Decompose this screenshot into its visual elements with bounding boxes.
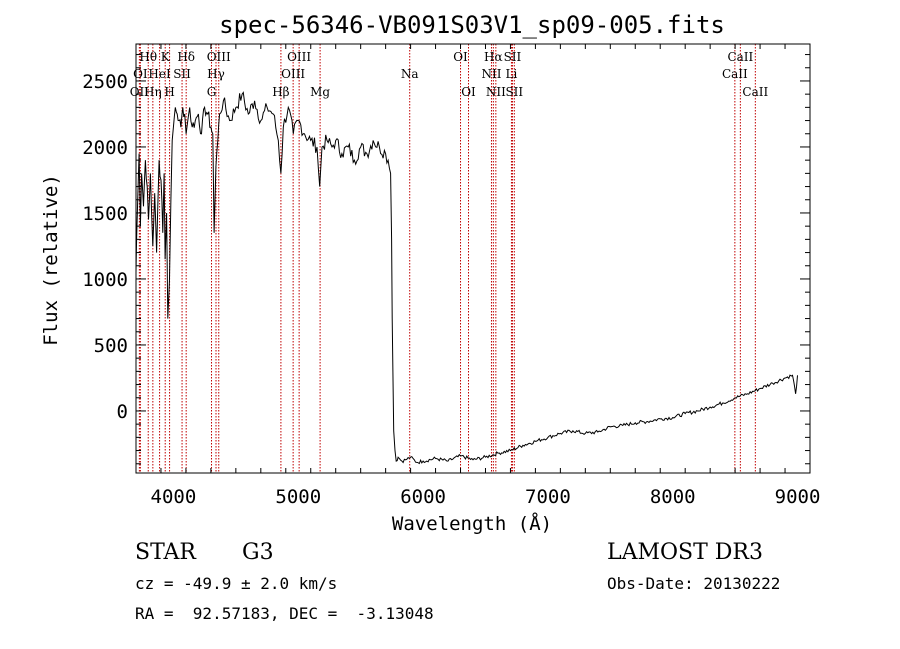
spectral-line-label: Mg [310, 85, 330, 99]
chart-title: spec-56346-VB091S03V1_sp09-005.fits [219, 11, 725, 39]
spectral-line-label: Hθ [139, 50, 157, 64]
y-axis-label: Flux (relative) [40, 174, 62, 346]
x-tick-label: 4000 [151, 486, 197, 508]
spectral-line-label: HeI [148, 67, 171, 81]
x-tick-label: 5000 [275, 486, 321, 508]
y-tick-label: 500 [94, 335, 128, 357]
y-tick-label: 2500 [82, 71, 128, 93]
survey-name: LAMOST DR3 [607, 540, 763, 565]
spectral-line-label: CaII [727, 50, 753, 64]
y-tick-label: 0 [117, 401, 128, 423]
redshift-velocity: cz = -49.9 ± 2.0 km/s [135, 574, 338, 593]
spectral-line-label: OIII [287, 50, 311, 64]
plot-frame [135, 43, 811, 474]
spectral-line-label: OI [133, 67, 148, 81]
spectral-line-label: Hα [484, 50, 503, 64]
x-tick-label: 9000 [775, 486, 821, 508]
y-axis: 0 500 1000 1500 2000 2500 [82, 54, 810, 465]
spectral-line-label: G [207, 85, 217, 99]
spectrum-line [135, 91, 798, 465]
spectral-line-label: Hγ [207, 67, 225, 81]
spectral-line-label: Hδ [177, 50, 195, 64]
object-class: STAR [135, 540, 196, 565]
spectral-line-label: OIII [281, 67, 305, 81]
spectral-line-label: OI [461, 85, 476, 99]
spectral-line-label: Li [506, 67, 518, 81]
spectral-line-markers [138, 44, 756, 473]
spectral-line-label: Hη [144, 85, 162, 99]
spectral-line-label: H [164, 85, 174, 99]
spectral-line-label: NII [486, 85, 506, 99]
y-tick-label: 1000 [82, 269, 128, 291]
spectral-line-label: Na [401, 67, 419, 81]
x-tick-label: 8000 [650, 486, 696, 508]
object-subclass: G3 [242, 540, 274, 565]
spectral-line-label: OII [130, 85, 150, 99]
spectral-line-label: CaII [722, 67, 748, 81]
spectral-line-label: CaII [742, 85, 768, 99]
spectral-line-label: SII [505, 85, 523, 99]
spectral-line-label: Hβ [272, 85, 289, 99]
y-tick-label: 1500 [82, 203, 128, 225]
y-tick-label: 2000 [82, 137, 128, 159]
spectral-line-label: NII [481, 67, 501, 81]
x-tick-label: 7000 [525, 486, 571, 508]
x-tick-label: 6000 [400, 486, 446, 508]
spectral-line-label: SII [173, 67, 191, 81]
spectral-line-label: K [161, 50, 171, 64]
x-axis-label: Wavelength (Å) [392, 512, 552, 535]
x-axis: 4000 5000 6000 7000 8000 9000 [135, 44, 821, 508]
coordinates: RA = 92.57183, DEC = -3.13048 [135, 604, 434, 623]
observation-date: Obs-Date: 20130222 [607, 574, 781, 593]
spectral-line-label: SII [504, 50, 522, 64]
spectrum-chart: spec-56346-VB091S03V1_sp09-005.fits 4000… [40, 11, 821, 535]
spectral-line-labels: Hθ OII OI Hη HeI K H SII Hδ G OIII Hγ Hβ OIII OIII Mg Na… [130, 50, 769, 99]
spectral-line-label: OI [453, 50, 468, 64]
spectral-line-label: OIII [207, 50, 231, 64]
